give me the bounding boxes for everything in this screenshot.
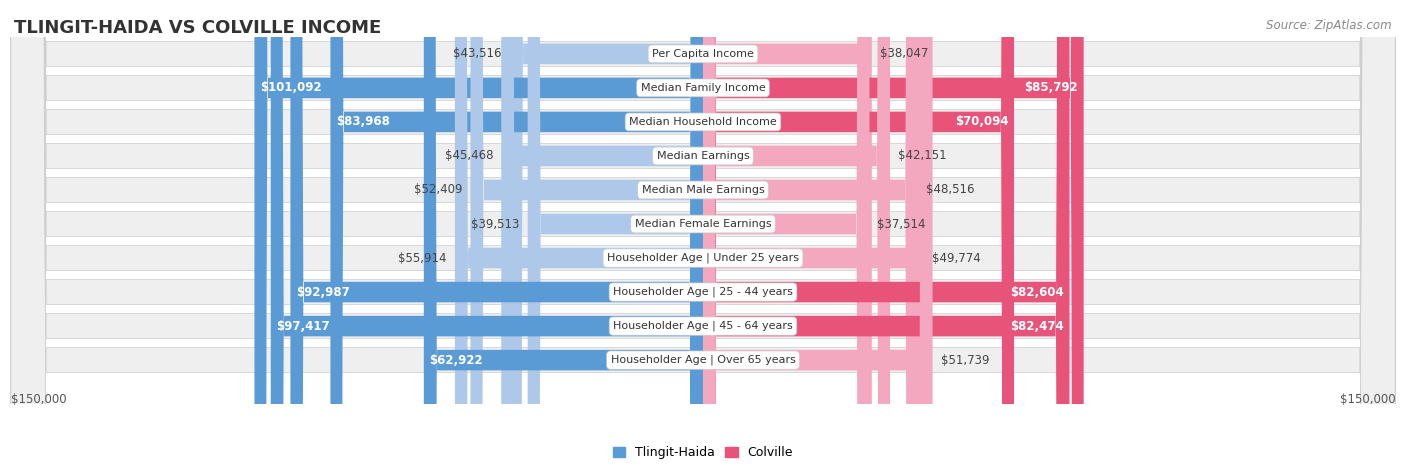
FancyBboxPatch shape xyxy=(510,0,703,467)
Text: Median Male Earnings: Median Male Earnings xyxy=(641,185,765,195)
FancyBboxPatch shape xyxy=(703,0,872,467)
Text: $97,417: $97,417 xyxy=(276,319,329,333)
Text: TLINGIT-HAIDA VS COLVILLE INCOME: TLINGIT-HAIDA VS COLVILLE INCOME xyxy=(14,19,381,37)
FancyBboxPatch shape xyxy=(11,0,1395,467)
FancyBboxPatch shape xyxy=(11,0,1395,467)
Text: Median Household Income: Median Household Income xyxy=(628,117,778,127)
Text: $150,000: $150,000 xyxy=(11,393,66,406)
Text: $37,514: $37,514 xyxy=(877,218,927,231)
FancyBboxPatch shape xyxy=(11,0,1395,467)
Text: $85,792: $85,792 xyxy=(1025,81,1078,94)
Text: Householder Age | 45 - 64 years: Householder Age | 45 - 64 years xyxy=(613,321,793,332)
FancyBboxPatch shape xyxy=(291,0,703,467)
FancyBboxPatch shape xyxy=(471,0,703,467)
FancyBboxPatch shape xyxy=(703,0,932,467)
Text: $49,774: $49,774 xyxy=(932,252,980,264)
Text: $45,468: $45,468 xyxy=(444,149,494,163)
FancyBboxPatch shape xyxy=(11,0,1395,467)
Text: $42,151: $42,151 xyxy=(898,149,946,163)
Text: Median Earnings: Median Earnings xyxy=(657,151,749,161)
Text: $51,739: $51,739 xyxy=(941,354,988,367)
Text: $83,968: $83,968 xyxy=(336,115,389,128)
Text: $82,474: $82,474 xyxy=(1010,319,1063,333)
Text: $62,922: $62,922 xyxy=(429,354,482,367)
FancyBboxPatch shape xyxy=(11,0,1395,467)
FancyBboxPatch shape xyxy=(330,0,703,467)
Text: Median Family Income: Median Family Income xyxy=(641,83,765,93)
FancyBboxPatch shape xyxy=(11,0,1395,467)
FancyBboxPatch shape xyxy=(703,0,918,467)
FancyBboxPatch shape xyxy=(703,0,1084,467)
Text: Source: ZipAtlas.com: Source: ZipAtlas.com xyxy=(1267,19,1392,32)
FancyBboxPatch shape xyxy=(254,0,703,467)
FancyBboxPatch shape xyxy=(703,0,1069,467)
Text: Householder Age | 25 - 44 years: Householder Age | 25 - 44 years xyxy=(613,287,793,297)
Text: $101,092: $101,092 xyxy=(260,81,322,94)
FancyBboxPatch shape xyxy=(703,0,1070,467)
FancyBboxPatch shape xyxy=(11,0,1395,467)
FancyBboxPatch shape xyxy=(456,0,703,467)
Text: $52,409: $52,409 xyxy=(413,184,463,197)
FancyBboxPatch shape xyxy=(423,0,703,467)
FancyBboxPatch shape xyxy=(271,0,703,467)
Legend: Tlingit-Haida, Colville: Tlingit-Haida, Colville xyxy=(607,441,799,464)
Text: $92,987: $92,987 xyxy=(295,285,350,298)
Text: Per Capita Income: Per Capita Income xyxy=(652,49,754,59)
Text: $150,000: $150,000 xyxy=(1340,393,1395,406)
Text: $48,516: $48,516 xyxy=(927,184,974,197)
Text: $38,047: $38,047 xyxy=(880,47,928,60)
Text: Householder Age | Under 25 years: Householder Age | Under 25 years xyxy=(607,253,799,263)
Text: $70,094: $70,094 xyxy=(955,115,1008,128)
FancyBboxPatch shape xyxy=(527,0,703,467)
FancyBboxPatch shape xyxy=(703,0,890,467)
FancyBboxPatch shape xyxy=(703,0,869,467)
Text: Householder Age | Over 65 years: Householder Age | Over 65 years xyxy=(610,355,796,365)
FancyBboxPatch shape xyxy=(703,0,924,467)
Text: $55,914: $55,914 xyxy=(398,252,447,264)
FancyBboxPatch shape xyxy=(703,0,1014,467)
Text: Median Female Earnings: Median Female Earnings xyxy=(634,219,772,229)
FancyBboxPatch shape xyxy=(11,0,1395,467)
Text: $82,604: $82,604 xyxy=(1011,285,1064,298)
Text: $39,513: $39,513 xyxy=(471,218,520,231)
Text: $43,516: $43,516 xyxy=(453,47,502,60)
FancyBboxPatch shape xyxy=(502,0,703,467)
FancyBboxPatch shape xyxy=(11,0,1395,467)
FancyBboxPatch shape xyxy=(11,0,1395,467)
